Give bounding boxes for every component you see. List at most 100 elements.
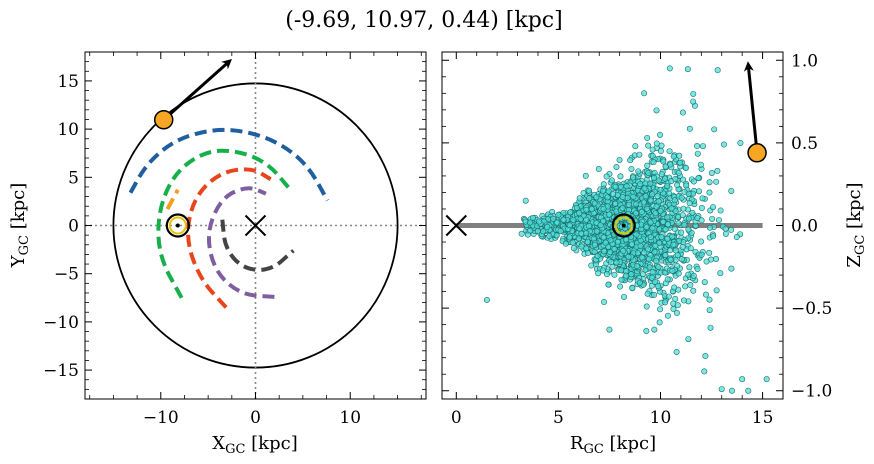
star-point: [603, 173, 610, 180]
star-point: [717, 270, 724, 277]
sun-dot: [175, 223, 180, 228]
star-point: [667, 256, 674, 263]
star-point: [612, 200, 619, 207]
star-point: [678, 229, 685, 236]
star-point: [675, 270, 682, 277]
star-point: [529, 214, 536, 221]
star-point: [667, 247, 674, 254]
star-point: [635, 168, 642, 175]
star-point: [706, 296, 713, 303]
star-point: [698, 204, 705, 211]
spiral-arm-6: [220, 219, 295, 272]
star-point: [653, 203, 660, 210]
star-point: [555, 211, 562, 218]
star-point: [715, 217, 722, 224]
star-point: [728, 265, 735, 272]
velocity-arrow: [162, 58, 232, 121]
star-point: [636, 151, 643, 158]
star-point: [671, 225, 678, 232]
star-point: [646, 264, 653, 271]
star-point: [623, 183, 630, 190]
star-point: [672, 176, 679, 183]
star-point: [666, 65, 673, 72]
star-point: [591, 241, 598, 248]
x-tick-label: 5: [553, 408, 564, 428]
star-point: [643, 224, 650, 231]
star-point: [686, 125, 693, 132]
star-point: [653, 107, 660, 114]
star-point: [632, 210, 639, 217]
star-point: [670, 241, 677, 248]
star-point: [540, 228, 547, 235]
star-point: [637, 181, 644, 188]
spiral-arm-3: [165, 188, 180, 211]
star-point: [647, 234, 654, 241]
star-point: [657, 148, 664, 155]
star-point: [599, 267, 606, 274]
star-point: [671, 284, 678, 291]
star-point: [690, 90, 697, 97]
star-point: [655, 198, 662, 205]
x-tick-label: 0: [451, 408, 462, 428]
star-point: [722, 230, 729, 237]
star-point: [668, 205, 675, 212]
star-point: [602, 239, 609, 246]
star-point: [637, 242, 644, 249]
star-point: [597, 222, 604, 229]
star-point: [600, 234, 607, 241]
star-point: [677, 159, 684, 166]
star-point: [617, 173, 624, 180]
y-tick-label: 10: [57, 120, 79, 140]
star-point: [633, 262, 640, 269]
star-point: [567, 209, 574, 216]
star-point: [666, 148, 673, 155]
star-point: [667, 161, 674, 168]
star-point: [651, 175, 658, 182]
star-point: [680, 297, 687, 304]
star-point: [601, 299, 608, 306]
star-point: [713, 287, 720, 294]
star-point: [686, 200, 693, 207]
star-point: [675, 238, 682, 245]
star-point: [584, 250, 591, 257]
star-point: [685, 215, 692, 222]
star-point: [641, 90, 648, 97]
star-point: [524, 231, 531, 238]
velocity-arrow: [743, 61, 759, 153]
star-point: [649, 225, 656, 232]
gc-cross-line-b: [244, 214, 267, 237]
star-point: [658, 233, 665, 240]
star-point: [656, 239, 663, 246]
star-point: [728, 226, 735, 233]
star-point: [638, 208, 645, 215]
star-point: [636, 279, 643, 286]
star-point: [620, 247, 627, 254]
figure-title: (-9.69, 10.97, 0.44) [kpc]: [285, 8, 562, 33]
star-point: [630, 193, 637, 200]
star-points: [483, 65, 770, 394]
star-point: [593, 194, 600, 201]
star-point: [614, 238, 621, 245]
star-point: [618, 267, 625, 274]
star-point: [649, 191, 656, 198]
right-axis-ticks: 0 5 10 15 −1.0 −0.5 0.0 0.5 1.0: [442, 51, 832, 428]
star-point: [687, 245, 694, 252]
star-point: [595, 270, 602, 277]
star-point: [641, 249, 648, 256]
star-point: [638, 254, 645, 261]
star-point: [675, 169, 682, 176]
sun-inner-ring: [168, 216, 187, 235]
star-point: [699, 143, 706, 150]
star-point: [644, 290, 651, 297]
star-point: [660, 158, 667, 165]
left-x-axis-label: XGC [kpc]: [212, 433, 297, 457]
star-point: [606, 211, 613, 218]
star-point: [664, 235, 671, 242]
star-point: [654, 283, 661, 290]
star-point: [518, 230, 525, 237]
star-point: [627, 157, 634, 164]
right-panel: 0 5 10 15 −1.0 −0.5 0.0 0.5 1.0 RGC [kpc] ZGC [k…: [441, 51, 868, 457]
star-point: [625, 201, 632, 208]
star-point: [703, 258, 710, 265]
